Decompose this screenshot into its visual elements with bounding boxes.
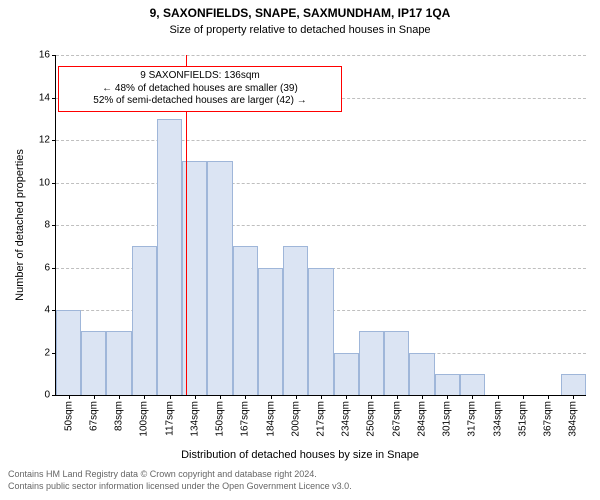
xtick-mark [523,395,524,399]
ytick-label: 14 [39,92,56,103]
xtick-label: 284sqm [416,401,427,437]
xtick-mark [195,395,196,399]
ytick-label: 8 [44,220,56,231]
y-axis-label: Number of detached properties [14,55,26,395]
xtick-mark [220,395,221,399]
xtick-label: 83sqm [114,401,125,431]
chart-subtitle: Size of property relative to detached ho… [0,24,600,36]
chart-title: 9, SAXONFIELDS, SNAPE, SAXMUNDHAM, IP17 … [0,6,600,20]
gridline [56,183,586,184]
xtick-mark [321,395,322,399]
histogram-bar [132,246,157,395]
histogram-bar [308,268,333,396]
annotation-line: 9 SAXONFIELDS: 136sqm [65,70,335,83]
xtick-label: 134sqm [189,401,200,437]
gridline [56,140,586,141]
annotation-line: 52% of semi-detached houses are larger (… [65,95,335,108]
annotation-line: ← 48% of detached houses are smaller (39… [65,83,335,96]
ytick-label: 2 [44,347,56,358]
xtick-label: 250sqm [366,401,377,437]
histogram-bar [435,374,460,395]
xtick-mark [397,395,398,399]
footer-credits: Contains HM Land Registry data © Crown c… [0,469,352,492]
xtick-mark [170,395,171,399]
xtick-label: 234sqm [341,401,352,437]
xtick-label: 217sqm [316,401,327,437]
xtick-label: 117sqm [164,401,175,436]
xtick-mark [94,395,95,399]
ytick-label: 4 [44,305,56,316]
xtick-label: 150sqm [215,401,226,437]
xtick-mark [447,395,448,399]
xtick-label: 100sqm [139,401,150,437]
xtick-mark [498,395,499,399]
xtick-mark [422,395,423,399]
xtick-mark [346,395,347,399]
xtick-mark [119,395,120,399]
xtick-label: 200sqm [290,401,301,437]
histogram-bar [283,246,308,395]
xtick-mark [271,395,272,399]
gridline [56,55,586,56]
xtick-mark [573,395,574,399]
xtick-label: 334sqm [492,401,503,437]
xtick-label: 367sqm [543,401,554,437]
xtick-mark [548,395,549,399]
histogram-bar [157,119,182,395]
xtick-label: 267sqm [391,401,402,437]
gridline [56,225,586,226]
footer-line: Contains HM Land Registry data © Crown c… [8,469,352,481]
histogram-bar [233,246,258,395]
histogram-bar [359,331,384,395]
histogram-bar [334,353,359,396]
ytick-label: 10 [39,177,56,188]
xtick-label: 384sqm [568,401,579,437]
ytick-label: 12 [39,135,56,146]
xtick-label: 67sqm [88,401,99,431]
ytick-label: 6 [44,262,56,273]
xtick-mark [371,395,372,399]
xtick-mark [472,395,473,399]
xtick-label: 301sqm [442,401,453,437]
xtick-label: 317sqm [467,401,478,437]
xtick-mark [144,395,145,399]
x-axis-label: Distribution of detached houses by size … [0,449,600,461]
histogram-bar [258,268,283,396]
xtick-label: 50sqm [63,401,74,431]
histogram-bar [460,374,485,395]
ytick-label: 16 [39,50,56,61]
xtick-label: 167sqm [240,401,251,437]
histogram-bar [561,374,586,395]
histogram-bar [207,161,232,395]
ytick-label: 0 [44,390,56,401]
histogram-bar [56,310,81,395]
xtick-mark [69,395,70,399]
property-annotation: 9 SAXONFIELDS: 136sqm ← 48% of detached … [58,66,342,112]
plot-area: 024681012141650sqm67sqm83sqm100sqm117sqm… [55,55,586,396]
histogram-bar [409,353,434,396]
histogram-bar [106,331,131,395]
xtick-label: 351sqm [517,401,528,437]
xtick-mark [245,395,246,399]
xtick-mark [296,395,297,399]
footer-line: Contains public sector information licen… [8,481,352,493]
xtick-label: 184sqm [265,401,276,437]
histogram-bar [384,331,409,395]
histogram-bar [81,331,106,395]
